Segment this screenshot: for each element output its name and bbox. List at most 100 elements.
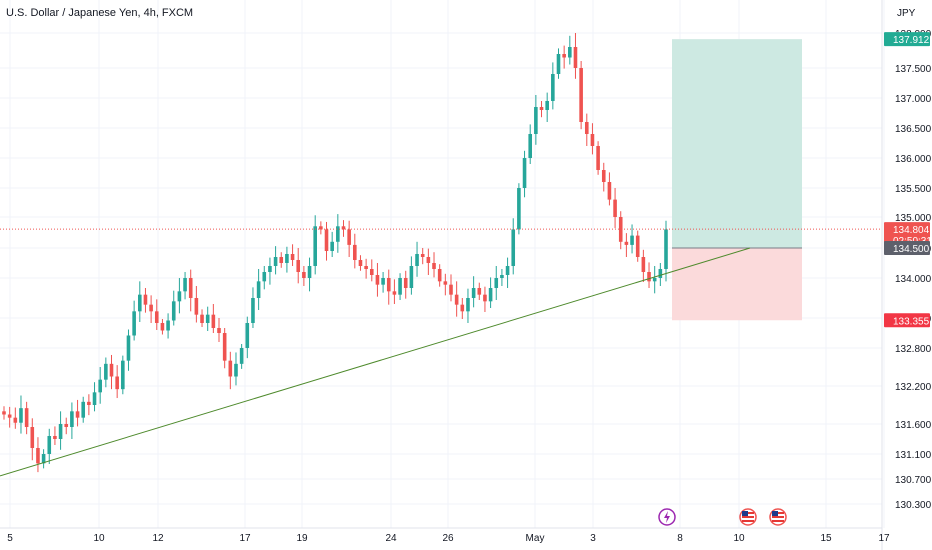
candle-body [30, 427, 35, 448]
candle-body [488, 288, 493, 302]
candle-body [313, 226, 317, 266]
candle-body [596, 146, 600, 170]
candle-body [285, 254, 289, 263]
candle-body [494, 278, 499, 288]
take-profit-tag-text: 137.912 [893, 35, 930, 46]
x-tick-label: 8 [677, 533, 683, 544]
candle-body [64, 424, 69, 427]
candle-body [449, 284, 453, 295]
take-profit-tag: 137.912 [884, 32, 930, 47]
candle-body [443, 281, 448, 285]
candle-body [200, 314, 204, 323]
candle-body [319, 226, 323, 230]
candle-body [534, 107, 538, 134]
candle-body [358, 260, 363, 266]
entry-price-tag-text: 134.500 [893, 244, 930, 255]
candle-body [188, 278, 193, 298]
last-price-tag-text: 134.804 [893, 225, 930, 236]
candle-body [624, 241, 629, 245]
candle-body [81, 401, 86, 418]
y-tick-label: 137.500 [895, 64, 932, 75]
candle-body [2, 411, 6, 415]
candle-body [641, 257, 646, 272]
candle-body [460, 304, 465, 312]
stop-loss-zone [672, 248, 802, 321]
price-axis[interactable]: JPY138.000137.500137.000136.500136.00013… [884, 8, 932, 511]
candle-body [154, 311, 159, 323]
candle-body [386, 278, 391, 292]
flag-stripe [772, 520, 784, 522]
candle-body [437, 269, 442, 282]
candle-body [121, 360, 125, 390]
candle-body [601, 170, 606, 182]
candle-body [217, 328, 221, 333]
y-tick-label: 134.000 [895, 274, 932, 285]
position-zones[interactable] [672, 39, 802, 321]
candle-body [183, 278, 187, 292]
candle-body [483, 294, 487, 302]
candle-body [53, 436, 57, 439]
candle-body [137, 294, 142, 312]
lightning-event-icon [658, 508, 676, 526]
event-markers[interactable] [658, 508, 787, 526]
candle-body [398, 278, 402, 295]
candle-body [336, 226, 340, 242]
candle-body [302, 272, 306, 278]
candle-body [568, 47, 572, 58]
candle-body [177, 291, 182, 302]
stop-loss-tag: 133.355 [884, 313, 930, 328]
candle-body [341, 226, 346, 230]
candle-body [19, 408, 23, 423]
candle-body [522, 158, 527, 188]
x-tick-label: 17 [878, 533, 890, 544]
y-tick-label: 136.000 [895, 154, 932, 165]
candle-body [58, 424, 63, 439]
candle-body [551, 74, 555, 101]
candle-body [36, 448, 40, 464]
candle-body [652, 278, 657, 282]
candle-body [239, 348, 244, 364]
candle-body [251, 298, 255, 323]
candle-body [409, 266, 414, 288]
candle-body [454, 294, 459, 305]
candle-body [375, 275, 380, 285]
candle-body [545, 101, 549, 110]
candle-body [205, 314, 210, 323]
x-tick-label: 12 [152, 533, 164, 544]
candle-body [228, 360, 233, 377]
candle-body [556, 54, 561, 74]
stop-loss-tag-text: 133.355 [893, 316, 930, 327]
y-tick-label: 132.800 [895, 344, 932, 355]
candle-body [647, 272, 651, 282]
candle-body [420, 254, 425, 257]
y-tick-label: 135.500 [895, 184, 932, 195]
time-axis[interactable]: 5 10 12 17 19 24 26 May 3 8 10 15 17 [7, 533, 890, 544]
candle-body [579, 68, 583, 122]
us-flag-event-icon [769, 508, 787, 526]
stop-loss-tag-bg [884, 313, 930, 328]
grid-lines [0, 0, 885, 550]
x-tick-label: 5 [7, 533, 13, 544]
x-tick-label: 3 [590, 533, 596, 544]
symbol-title[interactable]: U.S. Dollar / Japanese Yen, 4h, FXCM [6, 7, 194, 19]
flag-canton [742, 511, 748, 516]
candle-body [24, 408, 29, 427]
candle-body [432, 263, 436, 269]
candle-body [539, 107, 544, 110]
candle-body [132, 311, 136, 336]
candle-body [245, 323, 250, 348]
last-price-tag-bg [884, 222, 930, 247]
candle-body [658, 269, 663, 278]
candle-body [664, 229, 668, 269]
flag-stripe [742, 520, 754, 522]
candle-body [381, 278, 385, 285]
candle-body [517, 188, 521, 230]
y-tick-label: 130.700 [895, 475, 932, 486]
candle-body [87, 401, 91, 405]
currency-label: JPY [897, 8, 916, 19]
candle-body [92, 392, 97, 405]
candle-body [194, 298, 199, 315]
candle-body [635, 235, 640, 257]
chart-overlays [0, 228, 882, 477]
